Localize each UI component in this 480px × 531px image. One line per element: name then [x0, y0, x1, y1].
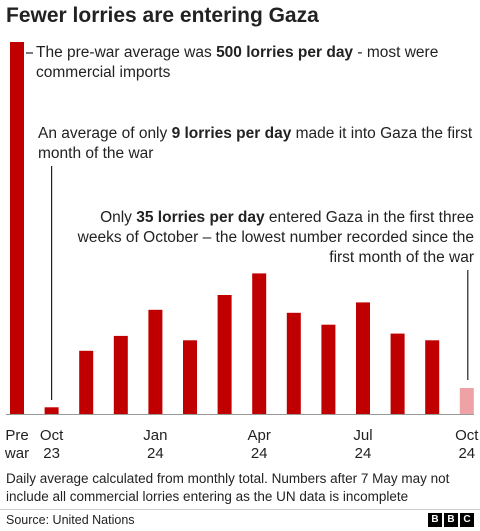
- x-tick-label: Oct 24: [455, 427, 479, 462]
- bbc-logo: B B C: [428, 513, 474, 527]
- logo-letter: B: [428, 513, 442, 527]
- logo-letter: B: [444, 513, 458, 527]
- annotation-oct24: Only 35 lorries per day entered Gaza in …: [77, 209, 474, 266]
- bar-sep-24: [425, 340, 440, 414]
- x-tick-label: Oct 23: [39, 427, 64, 462]
- chart-title: Fewer lorries are entering Gaza: [6, 4, 319, 27]
- bar-may-24: [286, 312, 301, 414]
- annotation-oct23: An average of only 9 lorries per day mad…: [38, 125, 473, 162]
- bar-oct-23: [44, 407, 59, 414]
- bar-apr-24: [252, 273, 267, 414]
- bar-jun-24: [321, 324, 336, 414]
- bar-jan-24: [148, 309, 163, 414]
- logo-letter: C: [460, 513, 474, 527]
- x-tick-label: Apr 24: [247, 427, 271, 462]
- bar-pre-war: [10, 42, 24, 414]
- bar-jul-24: [356, 302, 370, 414]
- bar-dec-23: [113, 335, 128, 414]
- footer-divider: [0, 509, 480, 510]
- bar-mar-24: [217, 295, 232, 414]
- x-tick-label: Pre war: [4, 427, 30, 462]
- x-tick-label: Jul 24: [353, 427, 373, 462]
- source-text: Source: United Nations: [6, 513, 135, 527]
- bar-aug-24: [390, 333, 405, 414]
- bar-nov-23: [79, 350, 94, 414]
- bar-oct-24: [459, 388, 474, 414]
- annotation-prewar: The pre-war average was 500 lorries per …: [36, 44, 439, 81]
- bar-feb-24: [183, 340, 197, 414]
- footnote: Daily average calculated from monthly to…: [6, 471, 450, 504]
- x-tick-label: Jan 24: [143, 427, 168, 462]
